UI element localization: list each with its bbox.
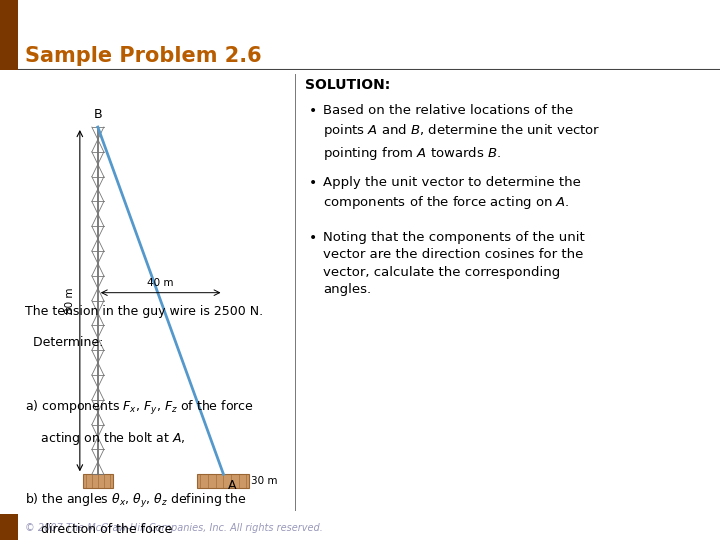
Text: Noting that the components of the unit
vector are the direction cosines for the
: Noting that the components of the unit v… <box>323 231 585 296</box>
Text: Mc: Mc <box>4 519 14 524</box>
Text: •: • <box>310 176 318 190</box>
Text: ►: ► <box>6 316 12 322</box>
Text: a) components $F_x$, $F_y$, $F_z$ of the force: a) components $F_x$, $F_y$, $F_z$ of the… <box>25 399 254 416</box>
Text: Graw: Graw <box>1 526 17 531</box>
Text: 30 m: 30 m <box>251 476 278 487</box>
Text: Determine:: Determine: <box>25 336 104 349</box>
Text: © 2007 The McGraw-Hill Companies, Inc. All rights reserved.: © 2007 The McGraw-Hill Companies, Inc. A… <box>25 523 323 534</box>
Text: Sample Problem 2.6: Sample Problem 2.6 <box>25 46 262 66</box>
Text: The tension in the guy wire is 2500 N.: The tension in the guy wire is 2500 N. <box>25 305 263 318</box>
Text: SOLUTION:: SOLUTION: <box>305 78 390 92</box>
Text: 80 m: 80 m <box>65 287 75 314</box>
Text: Apply the unit vector to determine the
components of the force acting on $A$.: Apply the unit vector to determine the c… <box>323 176 581 211</box>
Text: B: B <box>94 108 102 121</box>
Bar <box>0 514 18 540</box>
Text: •: • <box>310 231 318 245</box>
Text: Vector Mechanics for Engineers: Statics: Vector Mechanics for Engineers: Statics <box>64 8 656 34</box>
Text: acting on the bolt at $A$,: acting on the bolt at $A$, <box>25 430 186 447</box>
Bar <box>0 42 18 70</box>
Text: 2 - 30: 2 - 30 <box>658 522 698 535</box>
Text: A: A <box>228 480 236 492</box>
Bar <box>0 0 18 42</box>
Text: ◄: ◄ <box>6 218 12 224</box>
Text: 40 m: 40 m <box>148 278 174 288</box>
Text: direction of the force: direction of the force <box>25 523 172 536</box>
FancyBboxPatch shape <box>197 474 249 488</box>
Text: Hill: Hill <box>4 533 14 538</box>
Text: Based on the relative locations of the
points $A$ and $B$, determine the unit ve: Based on the relative locations of the p… <box>323 104 600 162</box>
Text: ►: ► <box>6 267 12 273</box>
FancyBboxPatch shape <box>83 474 113 488</box>
Text: •: • <box>310 104 318 118</box>
Text: ⌂: ⌂ <box>6 120 12 126</box>
Text: b) the angles $\theta_x$, $\theta_y$, $\theta_z$ defining the: b) the angles $\theta_x$, $\theta_y$, $\… <box>25 492 247 510</box>
Text: Eighth
Edition: Eighth Edition <box>4 12 14 30</box>
Text: ◄: ◄ <box>6 169 12 175</box>
